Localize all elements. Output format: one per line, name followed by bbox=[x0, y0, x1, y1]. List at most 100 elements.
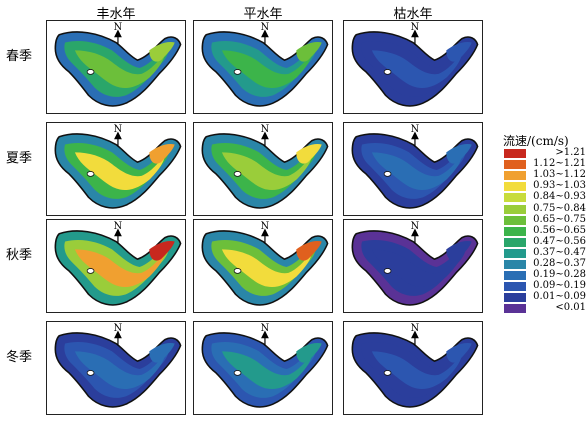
flow-velocity-map: N bbox=[343, 122, 483, 216]
north-label: N bbox=[411, 124, 420, 135]
north-label: N bbox=[114, 323, 123, 334]
legend-label: 0.56~0.65 bbox=[533, 224, 586, 236]
column-title-dry-year: 枯水年 bbox=[393, 7, 433, 22]
flow-velocity-map: N bbox=[46, 20, 186, 114]
legend-item: 0.47~0.56 bbox=[504, 235, 586, 248]
legend-item: 0.84~0.93 bbox=[504, 191, 586, 203]
legend-item: 0.19~0.28 bbox=[504, 269, 586, 281]
legend-title: 流速/(cm/s) bbox=[503, 134, 569, 148]
north-label: N bbox=[261, 323, 270, 334]
north-arrow-icon bbox=[411, 330, 419, 346]
flow-velocity-map: N bbox=[193, 20, 333, 114]
velocity-zone-core bbox=[371, 249, 462, 288]
legend-label: 0.37~0.47 bbox=[533, 246, 586, 258]
legend-item: 1.12~1.21 bbox=[504, 158, 586, 170]
legend-label: >1.21 bbox=[555, 147, 586, 158]
flow-velocity-map: N bbox=[343, 321, 483, 415]
north-arrow-icon bbox=[261, 131, 269, 147]
north-label: N bbox=[114, 22, 123, 33]
velocity-zone-inlet bbox=[446, 144, 472, 164]
legend-item: 0.65~0.75 bbox=[504, 213, 586, 226]
legend-swatch bbox=[504, 271, 526, 281]
north-arrow-icon bbox=[411, 131, 419, 147]
island-marker bbox=[233, 370, 242, 376]
legend-swatch bbox=[504, 182, 526, 192]
legend-label: 0.01~0.09 bbox=[533, 291, 586, 303]
legend-swatch bbox=[504, 304, 526, 314]
legend-swatch bbox=[504, 160, 526, 170]
flow-velocity-map: N bbox=[343, 20, 483, 114]
flow-velocity-map: N bbox=[343, 219, 483, 313]
north-arrow-icon bbox=[411, 228, 419, 244]
island-marker bbox=[86, 370, 95, 376]
legend-label: 0.47~0.56 bbox=[533, 235, 586, 247]
velocity-zone-core bbox=[221, 249, 312, 288]
north-label: N bbox=[411, 22, 420, 33]
legend-swatch bbox=[504, 248, 526, 258]
flow-velocity-map: N bbox=[46, 321, 186, 415]
velocity-zone-inlet bbox=[149, 42, 175, 62]
velocity-zone-core bbox=[221, 50, 312, 89]
column-title-normal-year: 平水年 bbox=[243, 7, 283, 22]
legend-swatch bbox=[504, 237, 526, 247]
north-label: N bbox=[261, 221, 270, 232]
flow-velocity-map: N bbox=[193, 321, 333, 415]
north-arrow-icon bbox=[114, 330, 122, 346]
velocity-zone-inlet bbox=[296, 144, 322, 164]
island-marker bbox=[86, 69, 95, 75]
north-arrow-icon bbox=[261, 29, 269, 45]
velocity-zone-core bbox=[74, 152, 165, 191]
island-marker bbox=[233, 69, 242, 75]
legend-swatch bbox=[504, 171, 526, 181]
velocity-zone-core bbox=[371, 152, 462, 191]
north-arrow-icon bbox=[114, 29, 122, 45]
legend-item: >1.21 bbox=[504, 147, 586, 159]
legend-label: 1.03~1.12 bbox=[533, 169, 586, 181]
north-label: N bbox=[261, 22, 270, 33]
legend-label: 0.84~0.93 bbox=[533, 191, 586, 203]
velocity-zone-inlet bbox=[446, 241, 472, 261]
island-marker bbox=[233, 268, 242, 274]
velocity-zone-inlet bbox=[296, 343, 322, 363]
legend-item: 0.37~0.47 bbox=[504, 246, 586, 259]
legend-swatch bbox=[504, 215, 526, 225]
velocity-zone-core bbox=[221, 152, 312, 191]
island-marker bbox=[383, 69, 392, 75]
legend-item: 0.09~0.19 bbox=[504, 280, 586, 292]
island-marker bbox=[86, 268, 95, 274]
velocity-zone-core bbox=[74, 351, 165, 390]
legend-item: <0.01 bbox=[504, 302, 586, 314]
north-arrow-icon bbox=[114, 228, 122, 244]
flow-velocity-map: N bbox=[193, 122, 333, 216]
legend-label: 0.65~0.75 bbox=[533, 213, 586, 225]
velocity-zone-inlet bbox=[149, 343, 175, 363]
legend-label: 0.93~1.03 bbox=[533, 180, 586, 192]
velocity-zone-inlet bbox=[296, 42, 322, 62]
legend-label: 1.12~1.21 bbox=[533, 158, 586, 170]
north-label: N bbox=[411, 221, 420, 232]
legend-swatch bbox=[504, 293, 526, 303]
velocity-zone-core bbox=[74, 249, 165, 288]
legend-swatch bbox=[504, 260, 526, 269]
legend-label: 0.19~0.28 bbox=[533, 269, 586, 281]
legend-item: 1.03~1.12 bbox=[504, 169, 586, 181]
velocity-zone-core bbox=[371, 50, 462, 89]
legend-item: 0.56~0.65 bbox=[504, 224, 586, 237]
velocity-zone-core bbox=[221, 351, 312, 390]
legend-swatch bbox=[504, 193, 526, 203]
island-marker bbox=[383, 370, 392, 376]
velocity-zone-core bbox=[74, 50, 165, 89]
flow-velocity-map: N bbox=[46, 219, 186, 313]
north-arrow-icon bbox=[114, 131, 122, 147]
north-label: N bbox=[114, 124, 123, 135]
flow-velocity-map: N bbox=[193, 219, 333, 313]
legend-swatch bbox=[504, 204, 526, 214]
legend-swatch bbox=[504, 226, 526, 236]
island-marker bbox=[383, 171, 392, 177]
velocity-zone-inlet bbox=[446, 42, 472, 62]
north-label: N bbox=[261, 124, 270, 135]
legend-swatch bbox=[504, 282, 526, 292]
legend-label: 0.75~0.84 bbox=[533, 202, 586, 214]
legend-item: 0.93~1.03 bbox=[504, 180, 586, 192]
island-marker bbox=[233, 171, 242, 177]
